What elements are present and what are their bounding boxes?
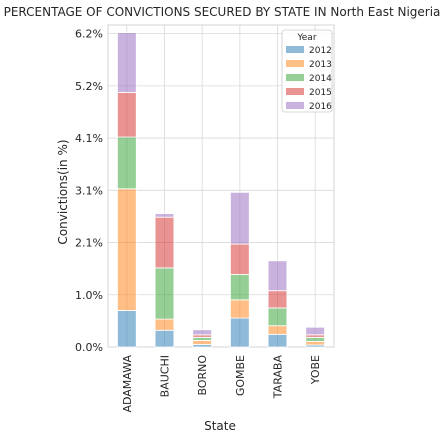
bar-segment-bauchi-2013 [154, 318, 175, 331]
bar-segment-yobe-2014 [305, 336, 325, 342]
legend-swatch [286, 102, 304, 109]
legend-entry-label: 2012 [309, 46, 332, 56]
bar-segment-taraba-2015 [267, 290, 288, 309]
y-tick-label: 6.2% [75, 28, 103, 41]
bar-segment-bauchi-2015 [154, 216, 175, 269]
bar-segment-bauchi-2016 [154, 213, 175, 218]
bar-segment-gombe-2012 [230, 317, 250, 348]
bar-segment-borno-2016 [192, 329, 212, 336]
bar-segment-taraba-2012 [267, 333, 288, 348]
y-tick-label: 3.1% [75, 184, 103, 197]
y-tick-label: 0.0% [75, 341, 103, 354]
bar-segment-borno-2013 [192, 340, 212, 345]
legend-entry-label: 2016 [309, 102, 332, 112]
bar-segment-adamawa-2012 [117, 310, 137, 348]
bar-segment-gombe-2016 [230, 191, 250, 245]
bar-segment-gombe-2015 [230, 243, 250, 275]
legend-swatch [286, 74, 304, 81]
bar-segment-yobe-2013 [305, 341, 325, 346]
legend-entry-label: 2014 [309, 74, 332, 84]
bar-segment-bauchi-2012 [154, 329, 175, 348]
y-tick-label: 5.2% [75, 80, 103, 93]
x-axis-label: State [204, 419, 236, 433]
legend-entry-label: 2013 [309, 60, 332, 70]
bar-segment-taraba-2016 [267, 260, 288, 292]
bar-segment-yobe-2016 [305, 326, 325, 336]
bar-segment-adamawa-2016 [117, 32, 137, 93]
y-tick-label: 4.1% [75, 132, 103, 145]
legend-swatch [286, 46, 304, 53]
legend-swatch [286, 88, 304, 95]
x-tick-label: ADAMAWA [121, 355, 134, 413]
y-tick-label: 2.1% [75, 237, 103, 250]
legend: Year 2012 2013 2014 2015 2016 [281, 29, 333, 113]
bar-segment-gombe-2014 [230, 274, 250, 301]
x-tick-label: GOMBE [234, 355, 247, 396]
bar-segment-taraba-2014 [267, 307, 288, 327]
bar-segment-borno-2014 [192, 336, 212, 341]
plot-frame [107, 24, 335, 348]
bar-segment-bauchi-2014 [154, 267, 175, 320]
bar-segment-adamawa-2013 [117, 188, 137, 311]
x-ticks: ADAMAWA BAUCHI BORNO GOMBE TARABA YOBE [121, 355, 322, 413]
bar-segment-adamawa-2015 [117, 92, 137, 138]
x-tick-label: YOBE [309, 355, 322, 385]
bar-segment-gombe-2013 [230, 299, 250, 319]
x-tick-label: BAUCHI [159, 355, 172, 397]
legend-swatch [286, 60, 304, 67]
bar-segment-taraba-2013 [267, 325, 288, 335]
x-tick-label: TARABA [272, 355, 285, 400]
y-ticks: 0.0% 1.0% 2.1% 3.1% 4.1% 5.2% 6.2% [75, 28, 103, 354]
bar-segment-adamawa-2014 [117, 136, 137, 190]
x-tick-label: BORNO [196, 355, 209, 396]
legend-entry-label: 2015 [309, 88, 332, 98]
y-axis-label: Convictions(in %) [56, 139, 70, 244]
y-tick-label: 1.0% [75, 289, 103, 302]
legend-title: Year [296, 33, 316, 43]
bars [117, 32, 325, 348]
chart-title: PERCENTAGE OF CONVICTIONS SECURED BY STA… [4, 5, 441, 19]
